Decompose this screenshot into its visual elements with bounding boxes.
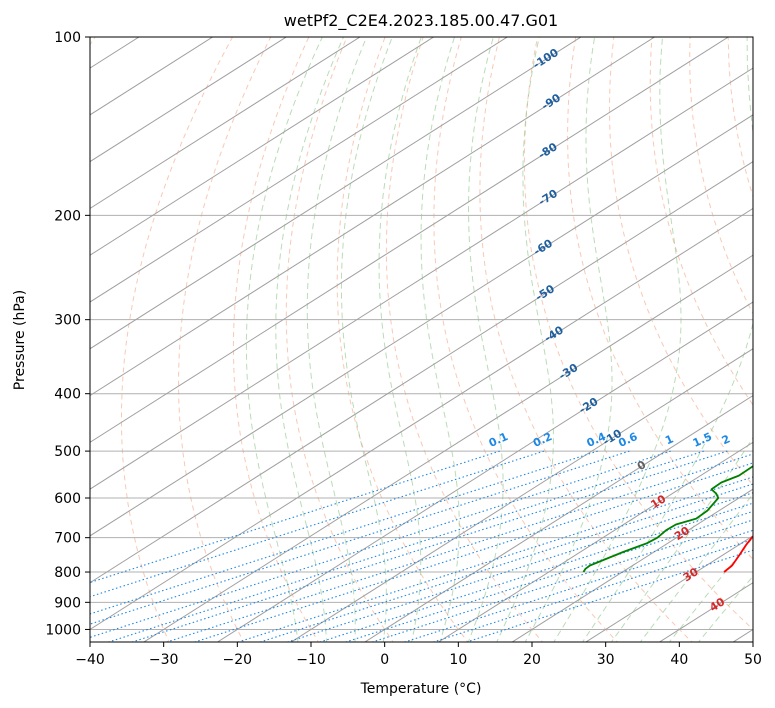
- plot-frame: [89, 36, 754, 643]
- x-tick-label: 30: [597, 652, 615, 668]
- x-axis-title: Temperature (°C): [360, 681, 482, 697]
- mixing-ratio-line: [318, 502, 753, 642]
- isotherm-line: [584, 535, 753, 642]
- mixing-ratio-line: [402, 529, 753, 642]
- dry-adiabat: [567, 37, 753, 560]
- isotherm-line: [142, 254, 753, 642]
- moist-adiabat: [524, 37, 613, 642]
- x-tick-label: −10: [296, 652, 326, 668]
- y-axis-title: Pressure (hPa): [12, 290, 28, 390]
- dry-adiabat: [523, 37, 753, 631]
- skewed-isotherms: [90, 37, 753, 642]
- x-tick-label: −20: [223, 652, 253, 668]
- isotherm-line: [90, 207, 753, 631]
- y-tick-label: 1000: [45, 622, 81, 638]
- y-tick-label: 400: [54, 387, 81, 403]
- mixing-ratio-line: [90, 450, 545, 598]
- mixing-ratio-line: [370, 519, 753, 642]
- chart-title: wetPf2_C2E4.2023.185.00.47.G01: [284, 11, 558, 31]
- mixing-ratio-line: [130, 450, 728, 642]
- mixing-ratio-line: [236, 476, 753, 642]
- isotherm-line: [437, 441, 753, 642]
- x-tick-label: −30: [149, 652, 179, 668]
- mixing-ratio-line: [344, 510, 753, 642]
- x-axis: −40 −30 −20 −10 0 10 20 30 40 50: [75, 642, 762, 668]
- isotherm-line: [90, 37, 288, 163]
- x-tick-label: 10: [449, 652, 467, 668]
- mixing-ratio-line: [258, 483, 753, 642]
- mixing-ratio-line: [165, 453, 753, 642]
- x-tick-label: 40: [670, 652, 688, 668]
- y-tick-label: 100: [54, 30, 81, 46]
- mixing-ratio-line: [193, 462, 753, 642]
- isotherm-line: [290, 348, 753, 642]
- x-tick-label: −40: [75, 652, 105, 668]
- moist-adiabat: [553, 37, 682, 642]
- dry-adiabat: [479, 37, 693, 642]
- y-tick-label: 800: [54, 565, 81, 581]
- y-tick-label: 500: [54, 444, 81, 460]
- isotherm-line: [90, 37, 730, 443]
- x-tick-label: 50: [744, 652, 762, 668]
- isotherm-line: [90, 114, 753, 537]
- x-tick-label: 0: [380, 652, 389, 668]
- isotherm-line: [90, 37, 435, 256]
- x-tick-label: 20: [523, 652, 541, 668]
- isotherm-line: [216, 301, 753, 642]
- isotherm-line: [90, 37, 509, 303]
- mixing-ratio-line: [431, 538, 753, 642]
- pressure-grid: [90, 37, 753, 630]
- isotherm-line: [90, 67, 753, 490]
- isotherm-line: [90, 37, 582, 350]
- isotherm-line: [90, 161, 753, 584]
- dry-adiabat: [609, 37, 753, 486]
- mixing-ratio-line: [106, 450, 704, 642]
- dry-adiabat: [285, 37, 394, 642]
- dry-adiabat: [336, 37, 469, 642]
- mixing-ratio-line: [90, 450, 630, 625]
- mixing-ratio-line: [90, 450, 500, 584]
- isotherm-line: [511, 488, 753, 642]
- y-tick-label: 200: [54, 208, 81, 224]
- y-tick-label: 600: [54, 491, 81, 507]
- mixing-ratio-line: [90, 450, 598, 615]
- y-tick-label: 300: [54, 313, 81, 329]
- isotherm-line: [363, 394, 753, 642]
- y-axis: 100 200 300 400 500 600 700 800 900 1000: [45, 30, 90, 638]
- mixing-ratio-lines: [90, 450, 753, 642]
- y-tick-label: 700: [54, 531, 81, 547]
- dewpoint-profile: [582, 464, 753, 573]
- isotherm-line: [90, 37, 361, 210]
- moist-adiabat: [496, 37, 554, 642]
- profile-series: [582, 464, 753, 573]
- mixing-ratio-line: [90, 450, 671, 638]
- isotherm-line: [90, 37, 656, 397]
- mixing-ratio-line: [285, 492, 753, 642]
- y-tick-label: 900: [54, 595, 81, 611]
